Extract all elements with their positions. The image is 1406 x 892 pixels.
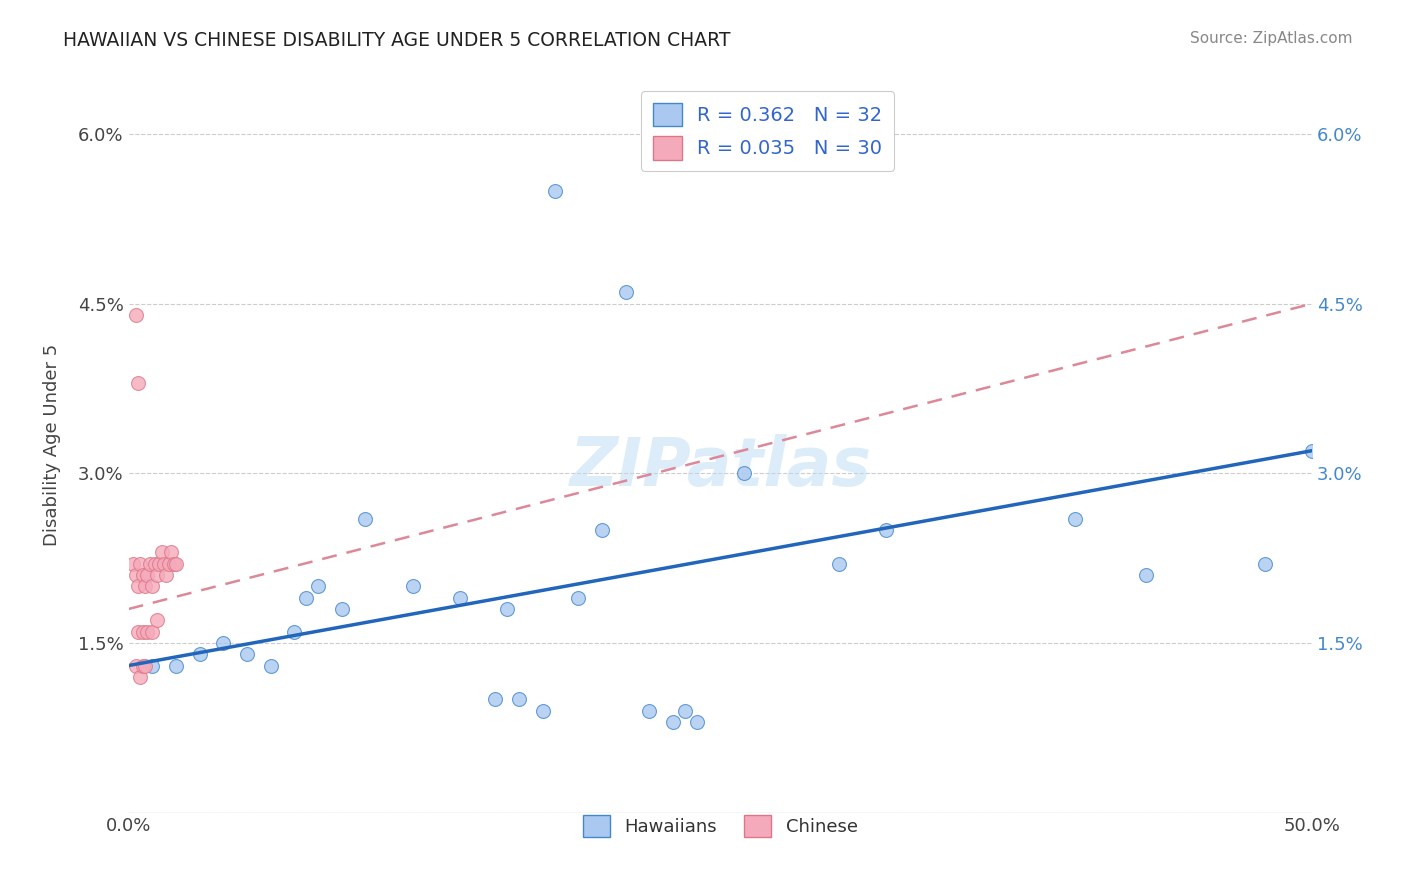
Point xyxy=(567,591,589,605)
Point xyxy=(153,557,176,571)
Point xyxy=(127,376,149,390)
Text: ZIPatlas: ZIPatlas xyxy=(569,434,872,500)
Point xyxy=(165,557,187,571)
Point xyxy=(139,557,162,571)
Point xyxy=(132,658,155,673)
Point xyxy=(449,591,471,605)
Point xyxy=(614,285,637,300)
Y-axis label: Disability Age Under 5: Disability Age Under 5 xyxy=(44,344,60,546)
Point xyxy=(188,647,211,661)
Point xyxy=(307,579,329,593)
Point xyxy=(157,557,180,571)
Text: HAWAIIAN VS CHINESE DISABILITY AGE UNDER 5 CORRELATION CHART: HAWAIIAN VS CHINESE DISABILITY AGE UNDER… xyxy=(63,31,731,50)
Point xyxy=(259,658,281,673)
Point xyxy=(733,467,755,481)
Point xyxy=(127,624,149,639)
Legend: Hawaiians, Chinese: Hawaiians, Chinese xyxy=(575,807,865,844)
Point xyxy=(165,658,187,673)
Point xyxy=(132,624,155,639)
Point xyxy=(129,557,152,571)
Point xyxy=(127,579,149,593)
Point xyxy=(141,579,163,593)
Point xyxy=(122,557,145,571)
Point xyxy=(1301,443,1323,458)
Point xyxy=(124,308,146,322)
Point xyxy=(134,579,156,593)
Point xyxy=(146,568,169,582)
Point xyxy=(330,602,353,616)
Point xyxy=(875,523,897,537)
Point xyxy=(673,704,696,718)
Point xyxy=(150,545,173,559)
Point xyxy=(543,184,565,198)
Point xyxy=(638,704,661,718)
Point xyxy=(160,545,183,559)
Text: Source: ZipAtlas.com: Source: ZipAtlas.com xyxy=(1189,31,1353,46)
Point xyxy=(141,624,163,639)
Point xyxy=(134,658,156,673)
Point xyxy=(136,624,159,639)
Point xyxy=(591,523,613,537)
Point xyxy=(132,568,155,582)
Point xyxy=(401,579,423,593)
Point xyxy=(484,692,506,706)
Point xyxy=(141,658,163,673)
Point xyxy=(155,568,177,582)
Point xyxy=(1135,568,1157,582)
Point xyxy=(662,715,685,730)
Point xyxy=(136,568,159,582)
Point xyxy=(295,591,318,605)
Point xyxy=(508,692,530,706)
Point xyxy=(124,658,146,673)
Point xyxy=(354,511,377,525)
Point xyxy=(146,613,169,627)
Point xyxy=(1254,557,1277,571)
Point xyxy=(496,602,519,616)
Point xyxy=(236,647,259,661)
Point xyxy=(143,557,166,571)
Point xyxy=(283,624,305,639)
Point xyxy=(162,557,184,571)
Point xyxy=(531,704,554,718)
Point xyxy=(124,568,146,582)
Point xyxy=(685,715,707,730)
Point xyxy=(828,557,851,571)
Point xyxy=(212,636,235,650)
Point xyxy=(1064,511,1087,525)
Point xyxy=(129,670,152,684)
Point xyxy=(148,557,170,571)
